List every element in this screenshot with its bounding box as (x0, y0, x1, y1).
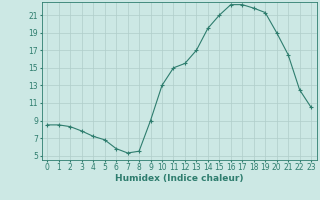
X-axis label: Humidex (Indice chaleur): Humidex (Indice chaleur) (115, 174, 244, 183)
